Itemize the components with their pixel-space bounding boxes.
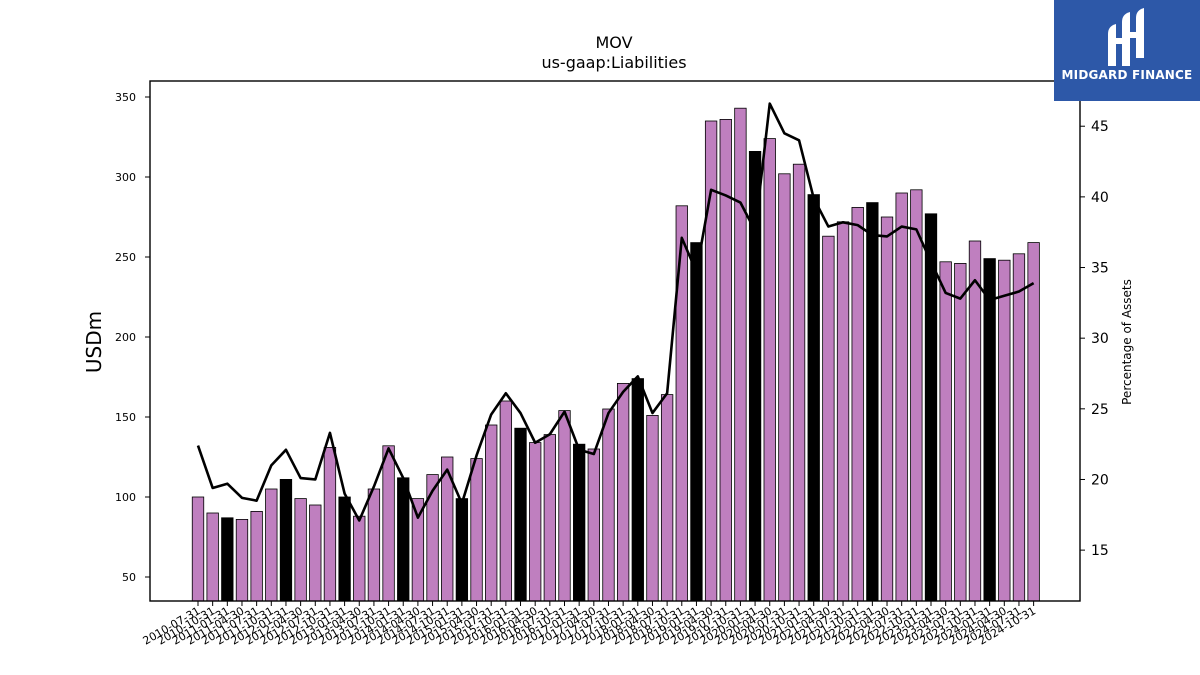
bar-2022-10-31 [910,189,923,602]
bar-2013-07-31 [367,488,381,602]
bar-2013-10-31 [382,445,395,602]
ticks-layer: 50100150200250300350152025303540452010-0… [115,91,1109,648]
bar-2022-01-31 [866,202,879,602]
bar-2019-01-31 [690,242,703,602]
bar-2021-04-30 [822,235,835,602]
bar-2024-01-31 [983,258,996,602]
y2-axis-label: Percentage of Assets [1120,279,1134,405]
bar-2012-07-31 [309,504,322,602]
y-tick-label: 350 [115,91,136,104]
y2-tick-label: 15 [1091,543,1109,559]
bar-2010-07-31 [191,496,205,602]
bar-2016-07-31 [543,434,556,602]
bar-2019-07-31 [719,119,732,602]
bar-2010-10-31 [206,512,219,602]
bar-2020-04-30 [763,138,776,602]
bar-2015-07-31 [485,424,498,602]
y2-tick-label: 40 [1091,190,1109,206]
bar-2024-10-31 [1027,242,1040,602]
bar-2017-04-30 [587,448,600,602]
bar-2016-04-30 [529,442,542,602]
bar-2018-04-30 [646,414,659,602]
bars-layer [191,107,1040,602]
bar-2022-07-31 [895,192,908,602]
bar-2020-10-31 [792,163,806,602]
y-axis-label: USDm [82,311,106,373]
bar-2021-07-31 [836,221,850,602]
y-tick-label: 300 [115,171,136,184]
y2-tick-label: 20 [1091,472,1109,488]
bar-2018-01-31 [631,378,644,602]
bar-2012-10-31 [323,446,337,602]
bar-2015-01-31 [455,498,469,602]
bar-2023-07-31 [954,262,967,602]
bar-2022-04-30 [880,216,894,602]
bar-2021-01-31 [807,194,820,602]
y-tick-label: 100 [115,491,136,504]
y2-tick-label: 35 [1091,261,1109,277]
bar-2013-01-31 [338,496,351,602]
y2-tick-label: 25 [1091,402,1109,418]
y-tick-label: 150 [115,411,136,424]
axes-layer [149,80,1081,602]
bar-2011-04-30 [235,519,249,602]
bar-2017-07-31 [602,408,615,602]
y2-tick-label: 30 [1091,331,1109,347]
y-tick-label: 50 [122,571,136,584]
bar-2012-04-30 [294,498,307,602]
bar-2023-10-31 [968,240,982,602]
bar-2013-04-30 [353,515,366,602]
plot-frame [149,80,1081,602]
bar-2014-07-31 [426,474,439,602]
midgard-logo-icon [1108,8,1144,66]
chart-title: MOV [595,33,632,52]
bar-2016-10-31 [558,410,571,602]
brand-logo: MIDGARD FINANCE [1054,0,1200,101]
brand-name: MIDGARD FINANCE [1061,68,1193,82]
y2-tick-label: 45 [1091,119,1109,135]
bar-2023-04-30 [939,261,952,602]
bar-2011-10-31 [265,488,278,602]
bar-2018-07-31 [660,394,674,602]
bar-2012-01-31 [279,478,293,602]
bar-2024-04-30 [998,259,1011,602]
bar-2019-10-31 [734,107,747,602]
line-percentage-of-assets [196,102,1035,522]
bar-2024-07-31 [1012,253,1026,602]
bar-2020-01-31 [748,150,762,602]
bar-2015-04-30 [470,458,483,602]
bar-2014-01-31 [397,477,410,602]
y-tick-label: 200 [115,331,136,344]
bar-2021-10-31 [851,206,864,602]
bar-2017-10-31 [616,382,630,602]
y-tick-label: 250 [115,251,136,264]
bar-2011-07-31 [250,510,263,602]
bar-2017-01-31 [573,443,586,602]
bar-2018-10-31 [675,205,688,602]
bar-2015-10-31 [499,400,513,602]
bar-2016-01-31 [514,427,527,602]
chart-subtitle: us-gaap:Liabilities [541,53,686,72]
line-layer [196,102,1035,522]
bar-2011-01-31 [221,517,234,602]
bar-2020-07-31 [778,173,791,602]
